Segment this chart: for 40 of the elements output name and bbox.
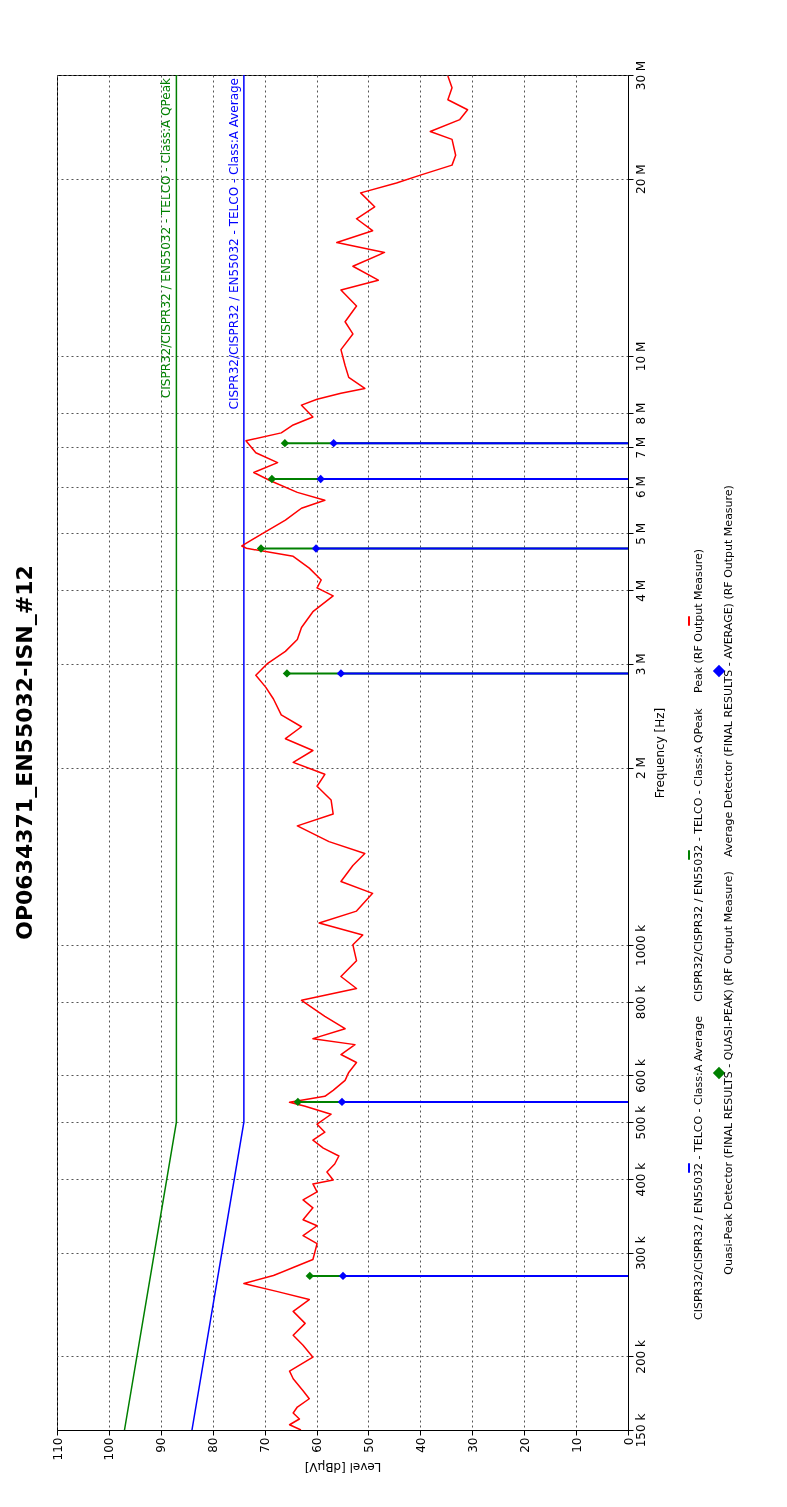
legend-label: CISPR32/CISPR32 / EN55032 - TELCO - Class:A Average xyxy=(692,1015,705,1320)
legend-label: Peak (RF Output Measure) xyxy=(692,548,705,694)
y-tick-label: 30 M xyxy=(633,60,648,91)
y-tick-label: 8 M xyxy=(633,402,648,425)
y-tick-label: 600 k xyxy=(633,1059,648,1093)
y-tick-label: 10 M xyxy=(633,341,648,372)
legend-label: Average Detector (FINAL RESULTS - AVERAGE) (RF Output Measure) xyxy=(722,485,735,857)
y-tick-label: 2 M xyxy=(633,757,648,779)
x-tick-label: 100 xyxy=(102,1437,117,1461)
legend-label: CISPR32/CISPR32 / EN55032 - TELCO - Class:A QPeak xyxy=(692,707,705,1002)
x-tick-label: 20 xyxy=(517,1437,532,1453)
text: OP0634371_EN55032-ISN_#12 xyxy=(12,565,37,940)
y-tick-label: 5 M xyxy=(633,522,648,545)
y-tick-label: 4 M xyxy=(633,579,648,602)
x-tick-label: 70 xyxy=(258,1437,273,1453)
x-tick-label: 80 xyxy=(206,1437,221,1453)
x-tick-label: 30 xyxy=(465,1437,480,1453)
legend-label: Quasi-Peak Detector (FINAL RESULTS - QUASI-PEAK) (RF Output Measure) xyxy=(722,871,735,1275)
x-tick-label: 10 xyxy=(569,1437,584,1453)
x-tick-label: 0 xyxy=(621,1437,636,1446)
y-axis-title: Frequency [Hz] xyxy=(652,707,667,799)
y-tick-label: 20 M xyxy=(633,164,648,194)
y-tick-label: 7 M xyxy=(633,436,648,459)
y-tick-label: 6 M xyxy=(633,476,648,499)
y-tick-label: 150 k xyxy=(633,1413,648,1448)
x-tick-label: 90 xyxy=(154,1437,169,1453)
y-tick-label: 800 k xyxy=(633,985,648,1020)
annotation: CISPR32/CISPR32 / EN55032 - TELCO - Class:A QPeak xyxy=(159,77,174,399)
y-tick-label: 200 k xyxy=(633,1340,648,1374)
y-tick-label: 500 k xyxy=(633,1105,648,1140)
x-tick-label: 110 xyxy=(50,1437,65,1461)
y-tick-label: 400 k xyxy=(633,1162,648,1197)
x-tick-label: 50 xyxy=(361,1437,376,1453)
annotation: CISPR32/CISPR32 / EN55032 - TELCO - Class:A Average xyxy=(226,78,241,410)
y-tick-label: 300 k xyxy=(633,1236,648,1271)
x-tick-label: 60 xyxy=(310,1437,325,1453)
x-axis-title: Level [dBµV] xyxy=(304,1460,382,1475)
x-tick-label: 40 xyxy=(413,1437,428,1453)
y-tick-label: 1000 k xyxy=(633,924,648,966)
y-tick-label: 3 M xyxy=(633,653,648,676)
